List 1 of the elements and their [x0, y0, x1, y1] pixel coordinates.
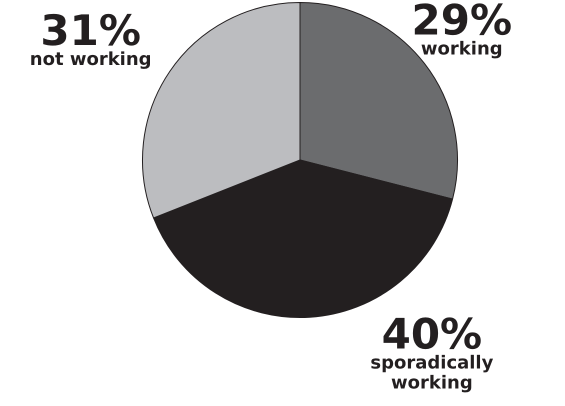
- slice-label: not working: [30, 48, 152, 70]
